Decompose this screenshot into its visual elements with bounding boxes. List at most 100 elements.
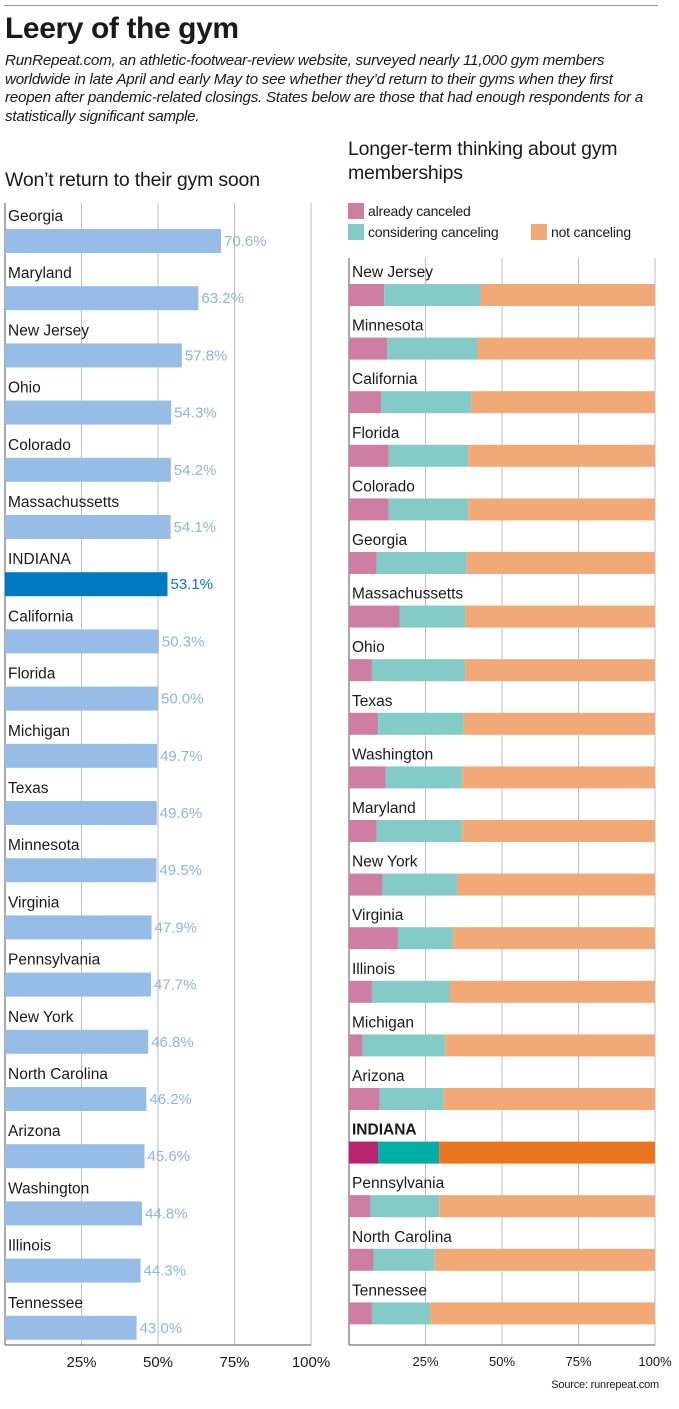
right-chart-title: Longer-term thinking about gym membershi… xyxy=(348,138,618,184)
legend-label-not-canceling: not canceling xyxy=(551,224,631,240)
bar-segment-considering-canceling xyxy=(379,1088,444,1110)
category-label: New Jersey xyxy=(352,264,433,281)
data-label: 46.8% xyxy=(151,1034,194,1051)
category-label: Ohio xyxy=(352,639,385,656)
x-tick-label: 75% xyxy=(219,1354,249,1371)
category-label: North Carolina xyxy=(352,1229,452,1246)
bar-segment-not-canceling xyxy=(468,444,655,467)
top-rule xyxy=(4,5,658,6)
category-label: Texas xyxy=(8,780,49,797)
bar xyxy=(5,457,171,482)
x-tick-label: 75% xyxy=(565,1354,591,1369)
category-label: Virginia xyxy=(8,894,60,911)
data-label: 50.0% xyxy=(161,691,204,708)
category-label: North Carolina xyxy=(8,1066,108,1083)
bar-segment-considering-canceling xyxy=(397,927,454,950)
category-label: Ohio xyxy=(8,380,41,397)
data-label: 54.3% xyxy=(174,405,217,422)
bar-segment-not-canceling xyxy=(465,659,655,682)
bar-segment-not-canceling xyxy=(462,766,655,789)
category-label: Michigan xyxy=(352,1014,414,1031)
bar xyxy=(5,915,152,940)
bar-segment-not-canceling xyxy=(457,873,655,896)
category-label: Michigan xyxy=(8,723,70,740)
bar-segment-already-canceled xyxy=(349,1248,374,1271)
bar-segment-already-canceled xyxy=(349,605,400,628)
data-label: 63.2% xyxy=(201,290,244,307)
bar-segment-considering-canceling xyxy=(388,498,469,521)
data-label: 45.6% xyxy=(148,1148,191,1165)
legend-swatch-considering-canceling xyxy=(348,224,364,240)
bar-segment-already-canceled xyxy=(349,444,389,467)
bar-segment-already-canceled xyxy=(349,927,398,950)
bar xyxy=(5,1201,143,1226)
bar-segment-not-canceling xyxy=(463,712,655,735)
bar-segment-considering-canceling xyxy=(376,552,467,574)
bar-segment-considering-canceling xyxy=(373,1248,435,1271)
bar-segment-considering-canceling xyxy=(381,391,472,414)
bar-segment-not-canceling xyxy=(480,284,655,306)
category-label: Washington xyxy=(8,1180,89,1197)
bar xyxy=(5,1029,149,1054)
bar xyxy=(5,572,168,597)
data-label: 44.8% xyxy=(145,1205,188,1222)
bar-segment-not-canceling xyxy=(434,1248,655,1271)
category-label: Washington xyxy=(352,746,433,763)
left-bar-chart: 25% 50% 75% 100% Georgia 70.6% Maryland 63.2% Ne… xyxy=(4,203,330,1371)
bar-segment-already-canceled xyxy=(349,498,389,521)
bar-segment-already-canceled xyxy=(349,766,386,789)
bar-segment-already-canceled xyxy=(349,1302,372,1325)
bar-segment-already-canceled xyxy=(349,980,372,1003)
data-label: 54.2% xyxy=(174,462,217,479)
legend-item-considering-canceling: considering canceling xyxy=(348,224,499,240)
x-tick-label: 25% xyxy=(66,1354,96,1371)
data-label: 43.0% xyxy=(140,1320,183,1337)
category-label: California xyxy=(352,371,418,388)
bar-segment-already-canceled xyxy=(349,873,383,896)
bar-segment-not-canceling xyxy=(430,1302,655,1325)
bar-segment-already-canceled xyxy=(349,1141,379,1164)
category-label: Illinois xyxy=(8,1238,51,1255)
bar-segment-already-canceled xyxy=(349,284,385,306)
bar xyxy=(5,858,157,883)
bar-segment-considering-canceling xyxy=(399,605,466,628)
data-label: 44.3% xyxy=(144,1263,187,1280)
x-tick-label: 50% xyxy=(489,1354,515,1369)
category-label: Massachussetts xyxy=(352,586,463,603)
category-label: New Jersey xyxy=(8,322,89,339)
bar-segment-not-canceling xyxy=(453,927,655,950)
x-tick-label: 100% xyxy=(292,1354,330,1371)
category-label: Florida xyxy=(8,666,56,683)
bar-segment-already-canceled xyxy=(349,1088,380,1110)
category-label: Tennessee xyxy=(352,1282,427,1299)
bar-segment-not-canceling xyxy=(439,1195,655,1218)
category-label: INDIANA xyxy=(8,551,72,568)
data-label: 49.6% xyxy=(160,805,203,822)
bar xyxy=(5,801,157,825)
legend-swatch-already-canceled xyxy=(348,203,364,219)
bar-segment-already-canceled xyxy=(349,712,379,735)
legend-label-already-canceled: already canceled xyxy=(368,203,471,219)
bar xyxy=(5,229,222,253)
bar xyxy=(5,343,182,368)
category-label: Tennessee xyxy=(8,1295,83,1312)
category-label: Maryland xyxy=(352,800,416,817)
bar xyxy=(5,286,199,311)
bar-segment-considering-canceling xyxy=(371,980,450,1003)
legend-label-considering-canceling: considering canceling xyxy=(368,224,499,240)
bar-segment-not-canceling xyxy=(462,820,655,842)
data-label: 49.5% xyxy=(159,862,202,879)
data-label: 49.7% xyxy=(160,748,203,765)
legend-item-already-canceled: already canceled xyxy=(348,203,471,219)
category-label: Texas xyxy=(352,693,393,710)
source-note: Source: runrepeat.com xyxy=(551,1379,659,1391)
bar-segment-not-canceling xyxy=(465,605,655,628)
bar-segment-not-canceling xyxy=(466,552,655,574)
data-label: 70.6% xyxy=(224,233,267,250)
bar-segment-considering-canceling xyxy=(376,820,463,842)
bar xyxy=(5,400,172,425)
category-label: Georgia xyxy=(8,208,64,225)
category-label: Virginia xyxy=(352,907,404,924)
category-label: New York xyxy=(8,1009,74,1026)
bar-segment-already-canceled xyxy=(349,820,377,842)
